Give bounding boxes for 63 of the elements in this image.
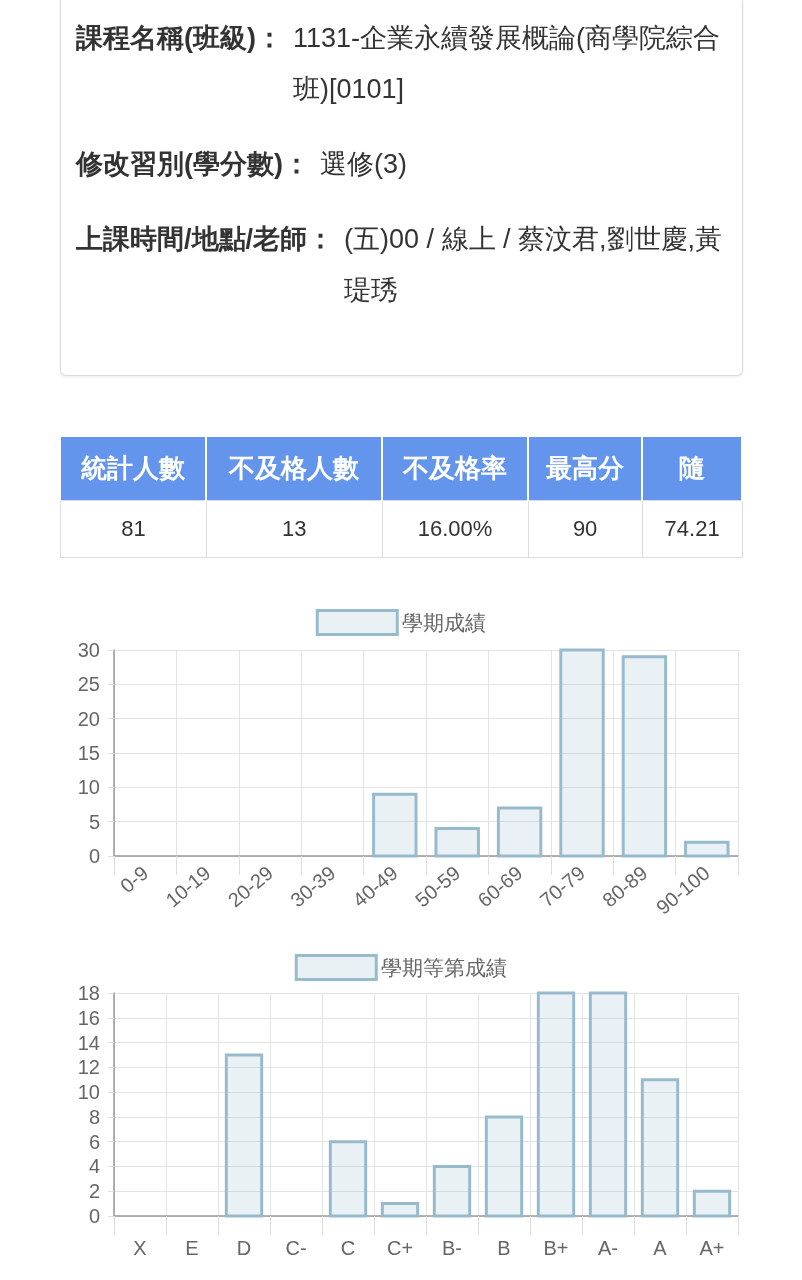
x-tick-label: B+ (543, 1237, 569, 1259)
x-tick-label: C- (285, 1237, 307, 1259)
x-tick-label: A (653, 1237, 668, 1259)
category-label: 不及格人數 (206, 437, 383, 500)
y-tick-label: 25 (77, 673, 100, 696)
x-tick-label: 0-9 (115, 861, 153, 898)
x-tick-label: D (236, 1237, 252, 1259)
bar (640, 1078, 680, 1218)
bar (692, 1189, 732, 1218)
y-tick-label: 30 (77, 639, 100, 661)
y-tick-label: 0 (88, 1205, 100, 1227)
text: 1131-企業永續發展概論(商學院綜合班)[0101] (292, 22, 722, 106)
text: 16.00% (417, 515, 493, 541)
text: 74.21 (664, 515, 720, 541)
bar (536, 991, 576, 1218)
bar (328, 1140, 368, 1218)
x-tick-label: C (340, 1237, 356, 1259)
text: 81 (121, 515, 146, 541)
y-tick-label: 18 (77, 982, 100, 1004)
bar (684, 840, 730, 858)
x-tick-label: B (497, 1237, 511, 1259)
y-tick-label: 4 (88, 1155, 100, 1178)
bar (588, 991, 628, 1218)
legend-label: 學期成績 (402, 611, 487, 634)
category-label: 最高分 (528, 437, 643, 500)
y-tick-label: 8 (88, 1105, 100, 1128)
legend-label: 學期等第成績 (381, 956, 508, 979)
category-label: 隨 (642, 437, 742, 500)
category-label: 不及格率 (382, 437, 529, 500)
y-tick-label: 6 (88, 1130, 100, 1153)
text: 選修(3) (319, 148, 408, 181)
y-tick-label: 2 (88, 1180, 100, 1203)
y-tick-label: 0 (88, 845, 100, 867)
x-tick-label: C+ (386, 1237, 414, 1259)
bar (380, 1202, 420, 1218)
text: (五)00 / 線上 / 蔡汶君,劉世慶,黃瑅琇 (344, 223, 724, 307)
x-tick-label: X (133, 1237, 147, 1259)
x-tick-label: B- (442, 1237, 462, 1259)
text: 90 (572, 515, 598, 541)
text: 修改習別(學分數)： (76, 148, 310, 181)
y-tick-label: 12 (77, 1056, 100, 1079)
x-tick-label: E (185, 1237, 199, 1259)
y-tick-label: 10 (77, 776, 100, 799)
bar (559, 648, 605, 858)
bar (496, 806, 543, 858)
bar (224, 1053, 264, 1218)
y-tick-label: 5 (88, 810, 100, 833)
bar (432, 1164, 472, 1218)
y-tick-label: 20 (77, 707, 100, 730)
bar (372, 792, 418, 858)
x-tick-label: A- (598, 1237, 618, 1259)
bar (484, 1115, 524, 1218)
category-label: 統計人數 (60, 437, 207, 500)
bar (434, 827, 480, 858)
text: 上課時間/地點/老師： (76, 223, 335, 256)
y-tick-label: 16 (77, 1006, 100, 1029)
y-tick-label: 15 (77, 742, 100, 764)
y-tick-label: 14 (77, 1031, 100, 1054)
x-tick-label: A+ (699, 1237, 725, 1259)
text: 13 (281, 515, 307, 541)
bar (621, 655, 668, 858)
text: 課程名稱(班級)： (76, 22, 283, 55)
y-tick-label: 10 (77, 1081, 100, 1104)
